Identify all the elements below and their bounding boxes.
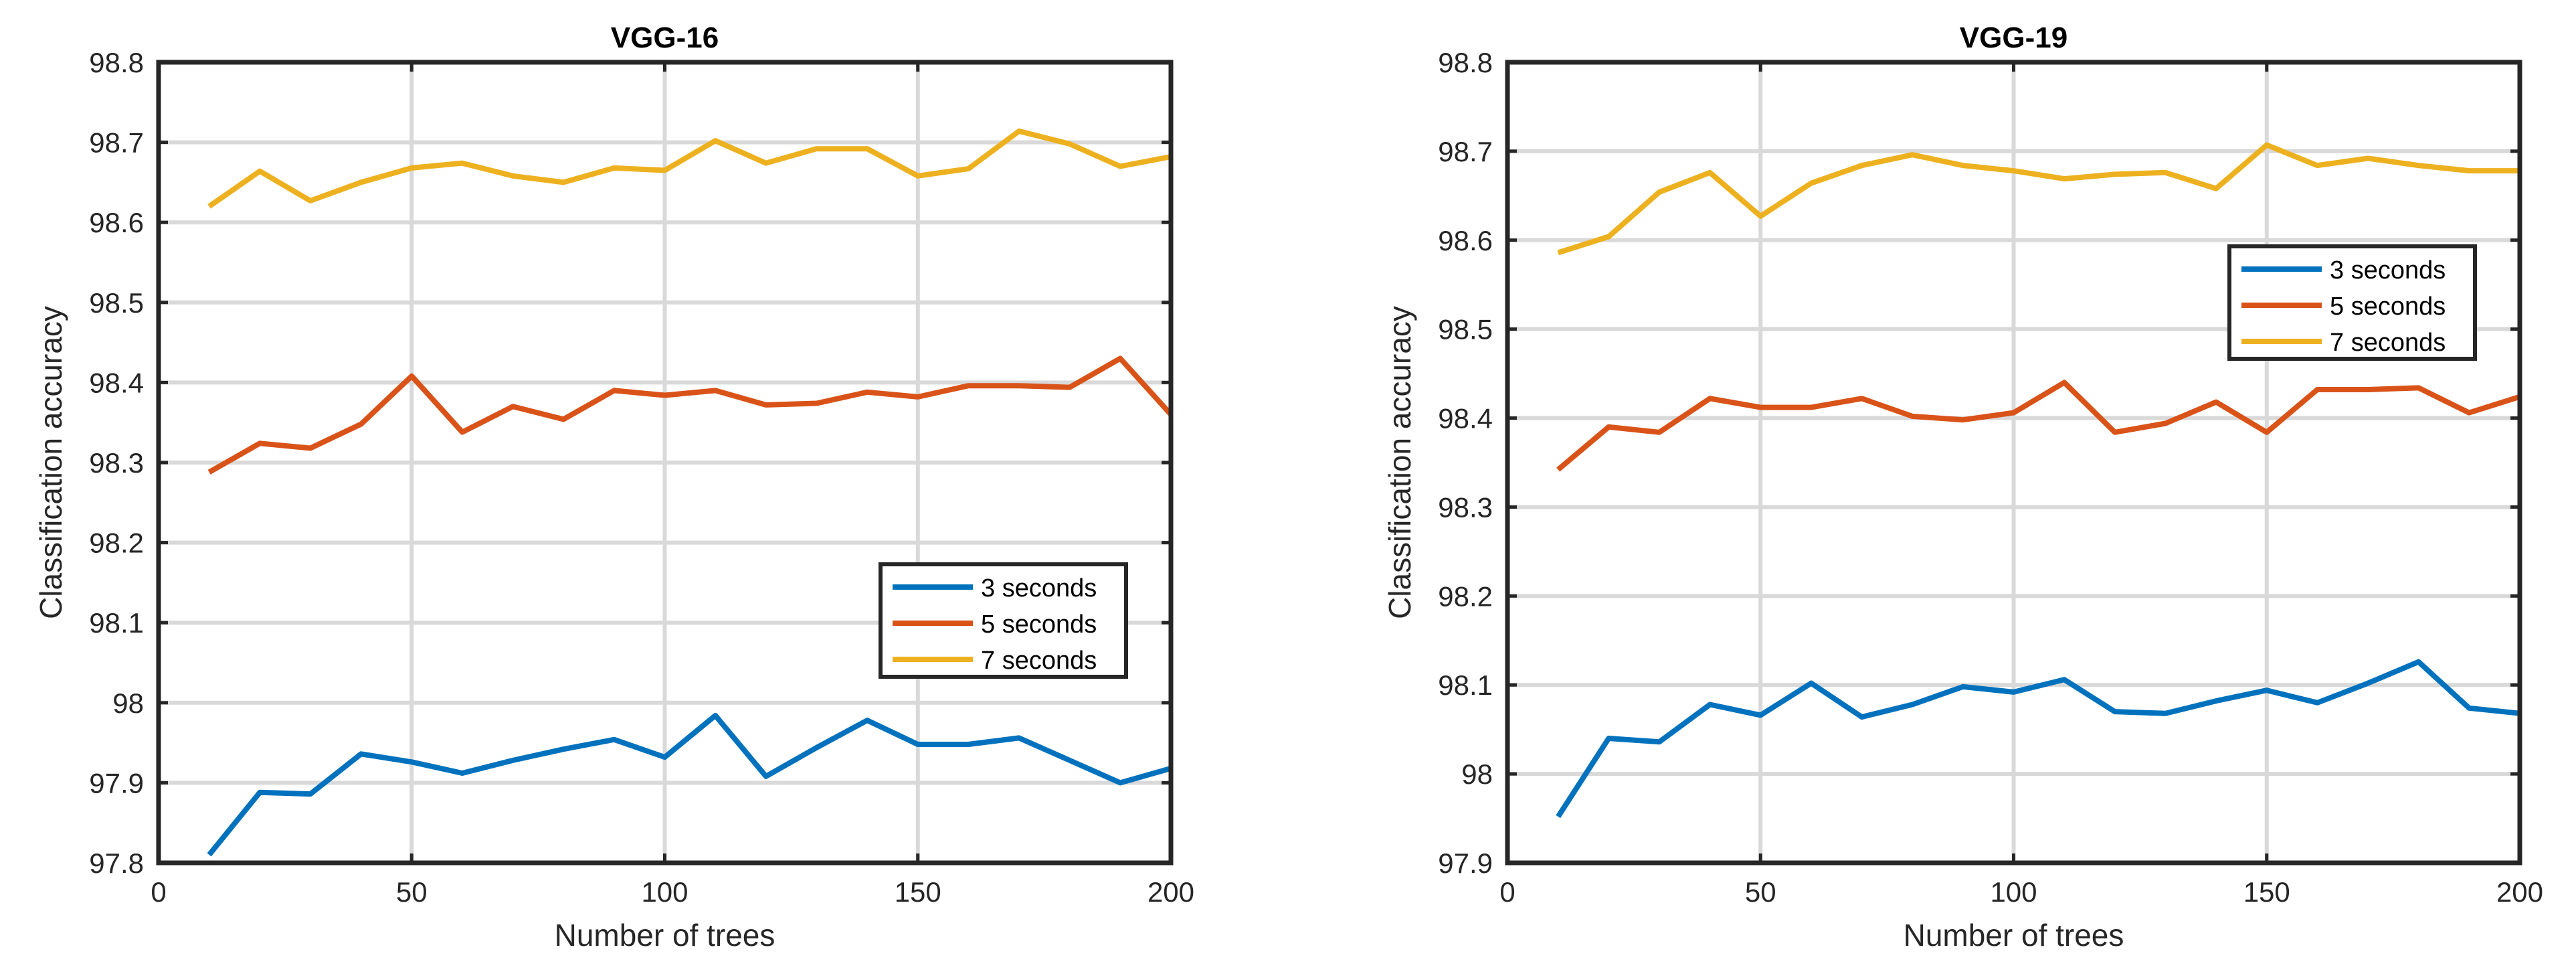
y-tick-label: 98 <box>1461 758 1493 790</box>
legend-label: 3 seconds <box>2330 256 2446 284</box>
x-tick-label: 100 <box>1990 876 2037 908</box>
x-tick-label: 0 <box>151 876 166 908</box>
chart-title: VGG-19 <box>1960 21 2067 54</box>
y-tick-label: 98.3 <box>89 447 144 479</box>
series-line-5-seconds <box>1556 380 2521 472</box>
x-tick-label: 150 <box>2243 876 2290 908</box>
x-tick-label: 200 <box>2496 876 2543 908</box>
x-tick-label: 50 <box>1745 876 1776 908</box>
y-tick-label: 98.5 <box>1438 314 1493 345</box>
legend-label: 7 seconds <box>2330 329 2446 357</box>
legend-label: 5 seconds <box>981 610 1097 639</box>
x-tick-label: 50 <box>396 876 428 908</box>
x-tick-label: 150 <box>895 876 941 908</box>
x-axis-label: Number of trees <box>1904 918 2124 953</box>
y-tick-label: 98.2 <box>89 527 144 559</box>
y-tick-label: 98.6 <box>89 207 144 238</box>
legend-label: 3 seconds <box>981 574 1097 602</box>
y-tick-label: 98.5 <box>89 287 144 319</box>
chart-panel-2: 0 50 100 150 200 97.9 98 98.1 98.2 98.3 98.4 98.5 98… <box>1382 21 2543 953</box>
y-tick-label: 97.9 <box>1438 847 1493 879</box>
chart-panel-1: 0 50 100 150 200 97.8 97.9 98 98.1 98.2 98.3 98.4 98… <box>33 21 1194 953</box>
x-tick-label: 0 <box>1499 876 1515 908</box>
y-tick-label: 97.9 <box>89 767 144 799</box>
y-axis-label: Classification accuracy <box>1382 306 1417 619</box>
series-line-7-seconds <box>207 128 1172 209</box>
y-tick-label: 98.6 <box>1438 225 1493 256</box>
chart-title: VGG-16 <box>611 21 719 54</box>
y-axis-label: Classification accuracy <box>33 306 68 619</box>
y-tick-label: 97.8 <box>89 847 144 879</box>
x-tick-label: 200 <box>1147 876 1194 908</box>
y-tick-label: 98.7 <box>1438 136 1493 167</box>
y-tick-label: 98.2 <box>1438 580 1493 612</box>
legend-label: 7 seconds <box>981 647 1097 675</box>
y-tick-label: 98 <box>112 687 144 719</box>
series-line-3-seconds <box>1556 659 2520 819</box>
y-tick-label: 98.8 <box>1438 47 1493 78</box>
legend: 3 seconds 5 seconds 7 seconds <box>879 562 1128 679</box>
gridlines <box>159 62 1171 863</box>
y-tick-label: 98.7 <box>89 127 144 159</box>
y-tick-label: 98.3 <box>1438 491 1493 523</box>
series-line-3-seconds <box>207 712 1172 857</box>
y-tick-label: 98.8 <box>89 47 144 78</box>
legend-label: 5 seconds <box>2330 293 2446 321</box>
series-line-7-seconds <box>1557 142 2520 256</box>
y-tick-label: 98.4 <box>89 367 144 398</box>
gridlines <box>1507 62 2520 863</box>
legend: 3 seconds 5 seconds 7 seconds <box>2227 244 2477 361</box>
series-line-5-seconds <box>207 355 1173 475</box>
y-tick-label: 98.1 <box>1438 669 1493 701</box>
x-axis-label: Number of trees <box>555 918 775 953</box>
x-tick-label: 100 <box>641 876 688 908</box>
y-tick-label: 98.4 <box>1438 403 1493 434</box>
y-tick-label: 98.1 <box>89 607 144 639</box>
